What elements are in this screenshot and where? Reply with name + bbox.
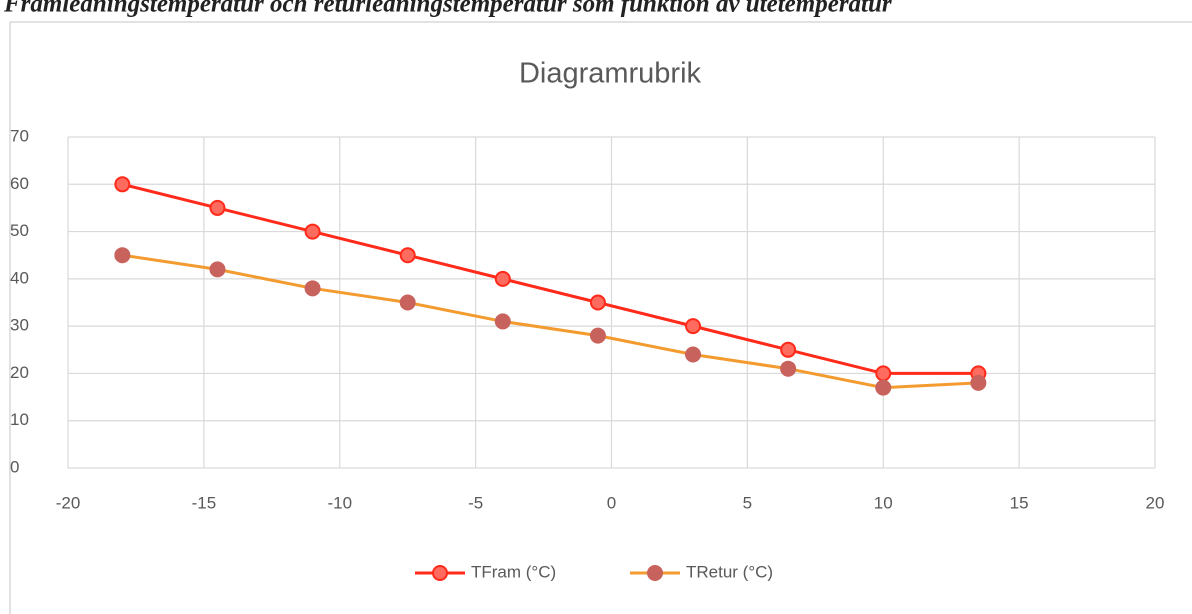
x-tick-label: -20 — [56, 493, 81, 512]
data-point — [875, 379, 892, 396]
data-point — [399, 294, 416, 311]
data-point — [875, 365, 892, 382]
caption: Framledningstemperatur och returlednings… — [3, 0, 892, 18]
legend-label: TRetur (°C) — [686, 562, 773, 581]
y-tick-label: 10 — [10, 410, 29, 429]
data-point — [304, 280, 321, 297]
chart-title: Diagramrubrik — [519, 58, 702, 90]
x-tick-label: -15 — [192, 493, 217, 512]
data-point — [589, 294, 606, 311]
data-point — [494, 313, 511, 330]
data-point — [494, 270, 511, 287]
data-point — [209, 199, 226, 216]
x-tick-label: 20 — [1146, 493, 1165, 512]
y-tick-label: 20 — [10, 363, 29, 382]
series-line — [121, 182, 979, 375]
data-point — [780, 360, 797, 377]
data-point — [780, 341, 797, 358]
x-tick-label: 15 — [1010, 493, 1029, 512]
data-point — [114, 247, 131, 264]
data-point — [304, 223, 321, 240]
data-point — [685, 318, 702, 335]
x-tick-label: 0 — [607, 493, 616, 512]
y-tick-label: 50 — [10, 221, 29, 240]
data-point — [399, 247, 416, 264]
data-point — [685, 346, 702, 363]
legend-label: TFram (°C) — [471, 562, 556, 581]
legend-marker — [432, 565, 448, 581]
x-tick-label: 10 — [874, 493, 893, 512]
legend-marker — [647, 565, 663, 581]
y-tick-label: 40 — [10, 268, 29, 287]
series-line — [122, 253, 979, 390]
y-tick-label: 0 — [10, 457, 19, 476]
data-point — [114, 176, 131, 193]
x-tick-label: -5 — [468, 493, 483, 512]
x-tick-label: -10 — [327, 493, 352, 512]
data-point — [209, 261, 226, 278]
chart-border — [9, 21, 1192, 614]
y-tick-label: 30 — [10, 316, 29, 335]
data-point — [970, 374, 987, 391]
x-tick-label: 5 — [743, 493, 752, 512]
data-point — [589, 327, 606, 344]
y-tick-label: 70 — [10, 126, 29, 145]
y-tick-label: 60 — [10, 174, 29, 193]
